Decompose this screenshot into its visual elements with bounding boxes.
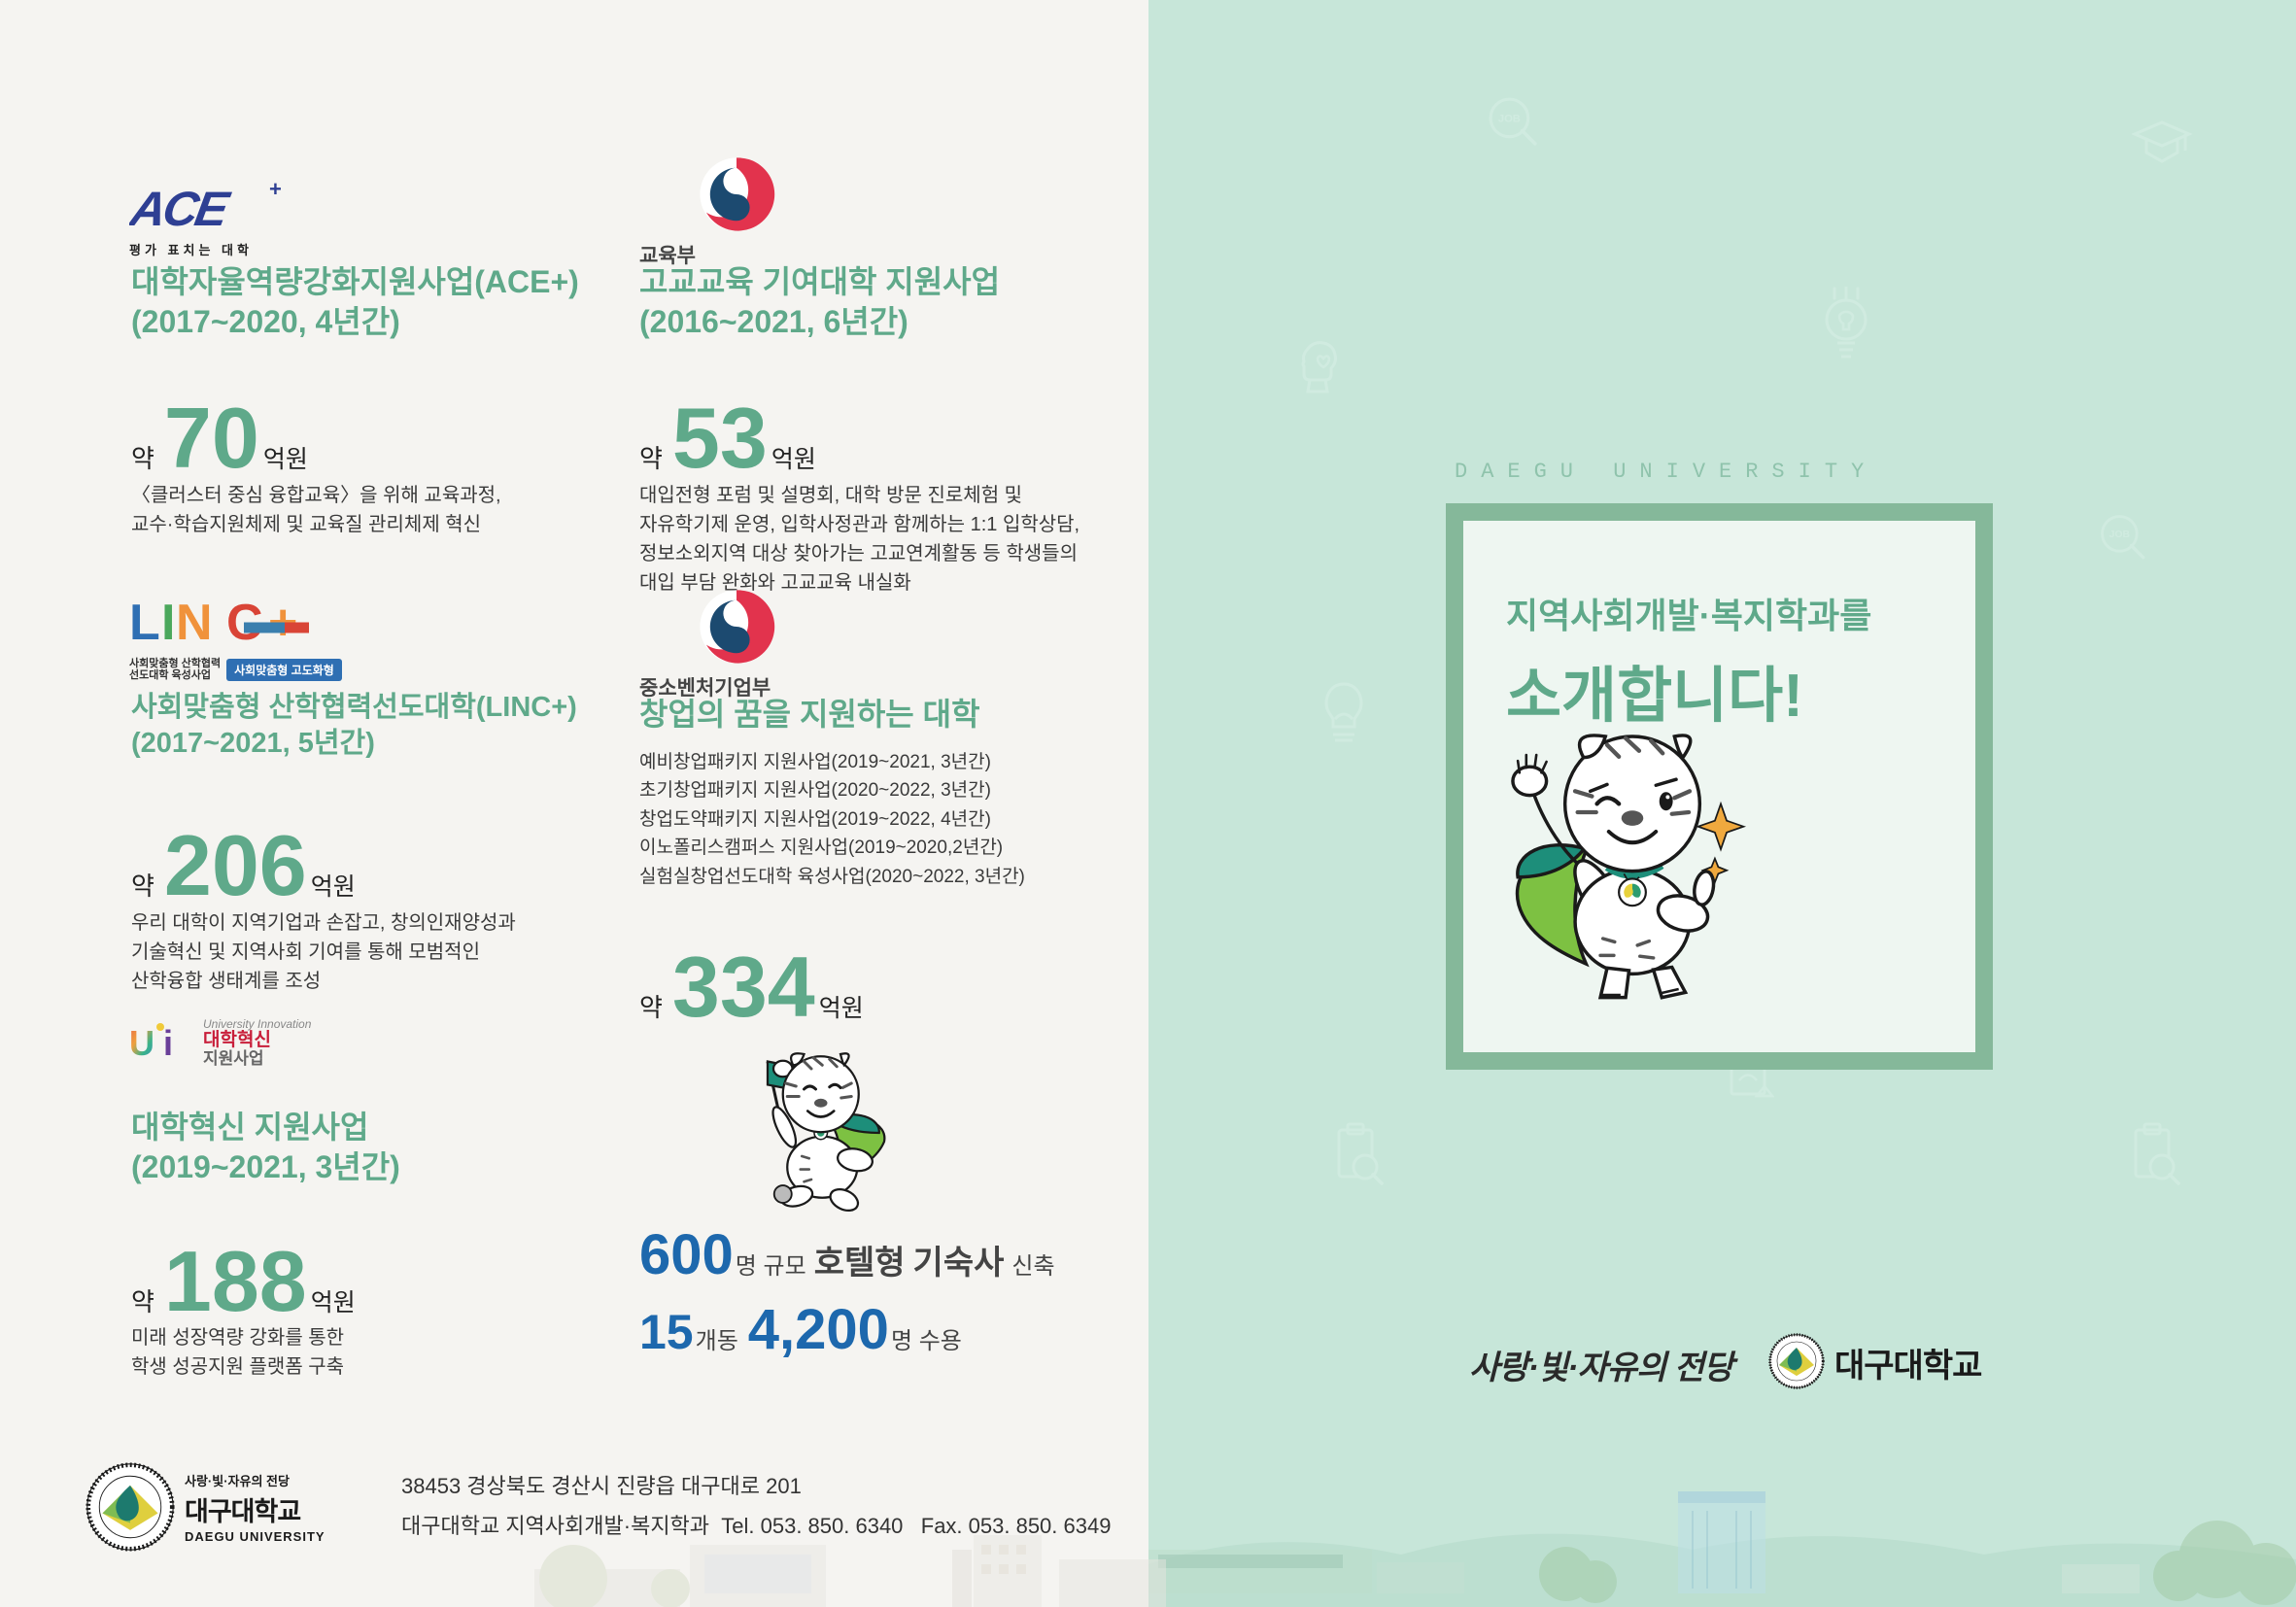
- svg-text:L: L: [129, 595, 160, 651]
- svg-text:I: I: [161, 595, 175, 651]
- svg-text:i: i: [163, 1023, 173, 1063]
- svg-text:JOB: JOB: [1498, 113, 1521, 124]
- svg-text:ACE: ACE: [129, 181, 234, 236]
- svg-text:N: N: [176, 595, 213, 651]
- svg-text:+: +: [269, 177, 282, 201]
- svg-text:JOB: JOB: [2109, 530, 2130, 540]
- svg-text:U: U: [129, 1023, 154, 1063]
